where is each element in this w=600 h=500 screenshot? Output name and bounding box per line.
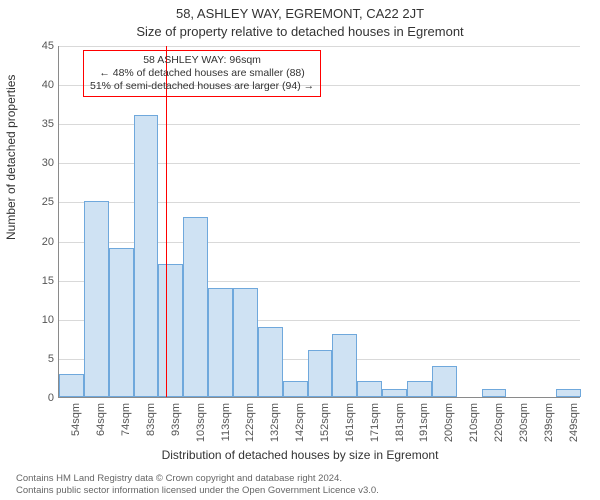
x-tick-label: 142sqm bbox=[294, 403, 306, 443]
histogram-bar bbox=[258, 327, 283, 397]
histogram-bar bbox=[109, 248, 134, 397]
x-tick-label: 64sqm bbox=[95, 403, 107, 443]
x-tick-label: 122sqm bbox=[244, 403, 256, 443]
histogram-bar bbox=[208, 288, 233, 398]
y-tick-label: 25 bbox=[30, 196, 54, 208]
annotation-line: ← 48% of detached houses are smaller (88… bbox=[90, 67, 314, 80]
chart-title-sub: Size of property relative to detached ho… bbox=[0, 24, 600, 39]
y-tick-label: 10 bbox=[30, 314, 54, 326]
x-tick-label: 113sqm bbox=[220, 403, 232, 443]
histogram-bar bbox=[59, 374, 84, 397]
histogram-bar bbox=[283, 381, 308, 397]
y-tick-label: 40 bbox=[30, 79, 54, 91]
x-tick-label: 93sqm bbox=[170, 403, 182, 443]
x-tick-label: 239sqm bbox=[543, 403, 555, 443]
annotation-line: 58 ASHLEY WAY: 96sqm bbox=[90, 54, 314, 67]
histogram-bar bbox=[84, 201, 109, 397]
chart-title-main: 58, ASHLEY WAY, EGREMONT, CA22 2JT bbox=[0, 6, 600, 21]
x-tick-label: 220sqm bbox=[493, 403, 505, 443]
y-tick-label: 45 bbox=[30, 40, 54, 52]
x-tick-label: 132sqm bbox=[269, 403, 281, 443]
histogram-bar bbox=[357, 381, 382, 397]
x-tick-label: 74sqm bbox=[120, 403, 132, 443]
y-tick-label: 20 bbox=[30, 236, 54, 248]
x-tick-label: 249sqm bbox=[568, 403, 580, 443]
marker-line bbox=[166, 46, 167, 397]
histogram-bar bbox=[308, 350, 333, 397]
histogram-bar bbox=[407, 381, 432, 397]
x-axis-label: Distribution of detached houses by size … bbox=[0, 448, 600, 462]
histogram-bar bbox=[183, 217, 208, 397]
histogram-bar bbox=[382, 389, 407, 397]
x-tick-label: 83sqm bbox=[145, 403, 157, 443]
histogram-bar bbox=[482, 389, 507, 397]
chart-container: 58, ASHLEY WAY, EGREMONT, CA22 2JT Size … bbox=[0, 0, 600, 500]
histogram-bar bbox=[158, 264, 183, 397]
histogram-bar bbox=[432, 366, 457, 397]
y-tick-label: 0 bbox=[30, 392, 54, 404]
x-tick-label: 161sqm bbox=[344, 403, 356, 443]
y-axis-label: Number of detached properties bbox=[4, 75, 18, 240]
x-tick-label: 230sqm bbox=[518, 403, 530, 443]
y-tick-label: 30 bbox=[30, 157, 54, 169]
footer-line-2: Contains public sector information licen… bbox=[16, 485, 379, 497]
footer-text: Contains HM Land Registry data © Crown c… bbox=[16, 473, 379, 497]
x-tick-label: 103sqm bbox=[195, 403, 207, 443]
y-tick-label: 5 bbox=[30, 353, 54, 365]
histogram-bar bbox=[233, 288, 258, 398]
x-tick-label: 191sqm bbox=[418, 403, 430, 443]
annotation-box: 58 ASHLEY WAY: 96sqm← 48% of detached ho… bbox=[83, 50, 321, 97]
histogram-bar bbox=[556, 389, 581, 397]
x-tick-label: 200sqm bbox=[443, 403, 455, 443]
histogram-bar bbox=[332, 334, 357, 397]
x-tick-label: 152sqm bbox=[319, 403, 331, 443]
gridline bbox=[59, 46, 580, 47]
footer-line-1: Contains HM Land Registry data © Crown c… bbox=[16, 473, 379, 485]
y-tick-label: 35 bbox=[30, 118, 54, 130]
y-tick-label: 15 bbox=[30, 275, 54, 287]
annotation-line: 51% of semi-detached houses are larger (… bbox=[90, 80, 314, 93]
x-tick-label: 210sqm bbox=[468, 403, 480, 443]
plot-area: 58 ASHLEY WAY: 96sqm← 48% of detached ho… bbox=[58, 46, 580, 398]
x-tick-label: 54sqm bbox=[70, 403, 82, 443]
x-tick-label: 171sqm bbox=[369, 403, 381, 443]
x-tick-label: 181sqm bbox=[394, 403, 406, 443]
histogram-bar bbox=[134, 115, 159, 397]
